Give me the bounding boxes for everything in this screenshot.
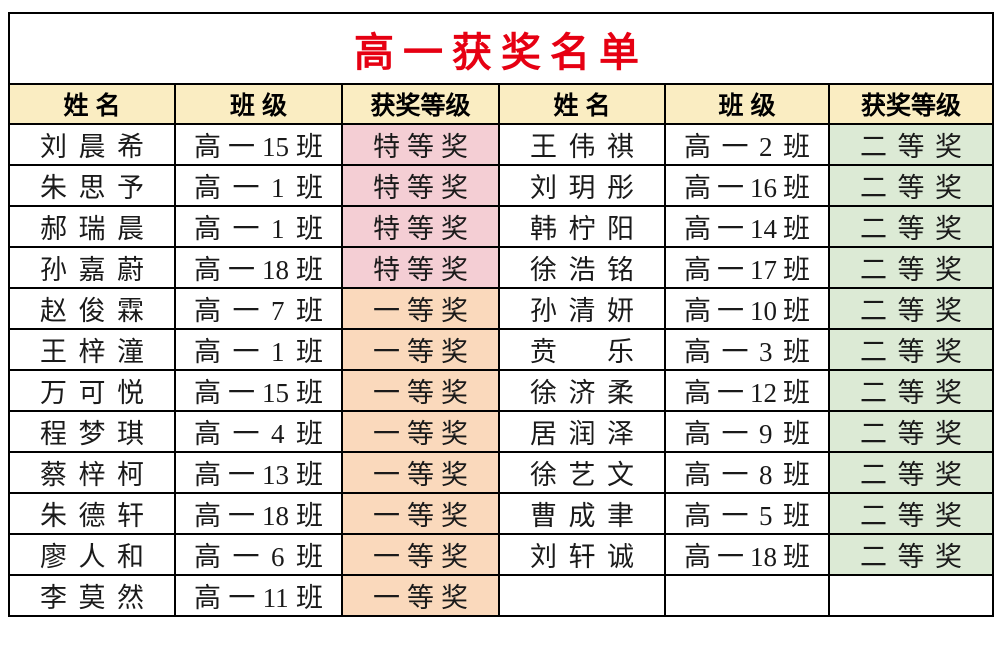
award-cell: 二等奖 — [827, 205, 995, 248]
name-cell: 孙嘉蔚 — [8, 246, 176, 289]
table-row: 蔡梓柯 高一13班 一等奖 徐艺文 高一8班 二等奖 — [8, 451, 995, 494]
award-cell: 二等奖 — [827, 533, 995, 576]
table-row: 朱德轩 高一18班 一等奖 曹成聿 高一5班 二等奖 — [8, 492, 995, 535]
name-cell-empty — [498, 574, 666, 617]
class-cell: 高一3班 — [664, 328, 830, 371]
name-cell: 徐浩铭 — [498, 246, 666, 289]
name-cell: 徐艺文 — [498, 451, 666, 494]
award-cell: 二等奖 — [827, 492, 995, 535]
table-row: 郝瑞晨 高一1班 特等奖 韩柠阳 高一14班 二等奖 — [8, 205, 995, 248]
award-table: 高一获奖名单 姓 名 班 级 获奖等级 姓 名 班 级 获奖等级 刘晨希 高一1… — [7, 12, 995, 617]
name-cell: 刘轩诚 — [498, 533, 666, 576]
class-cell: 高一18班 — [664, 533, 830, 576]
header-award-left: 获奖等级 — [341, 83, 500, 125]
award-cell: 一等奖 — [341, 287, 500, 330]
page-title: 高一获奖名单 — [7, 12, 995, 85]
class-cell-empty — [664, 574, 830, 617]
table-row: 李莫然 高一11班 一等奖 — [8, 574, 995, 617]
name-cell: 刘玥彤 — [498, 164, 666, 207]
class-cell: 高一1班 — [174, 164, 343, 207]
header-name-left: 姓 名 — [8, 83, 176, 125]
award-cell: 特等奖 — [341, 164, 500, 207]
class-cell: 高一6班 — [174, 533, 343, 576]
class-cell: 高一13班 — [174, 451, 343, 494]
class-cell: 高一10班 — [664, 287, 830, 330]
header-row: 姓 名 班 级 获奖等级 姓 名 班 级 获奖等级 — [8, 83, 995, 125]
name-cell: 郝瑞晨 — [8, 205, 176, 248]
award-cell: 一等奖 — [341, 328, 500, 371]
name-cell: 李莫然 — [8, 574, 176, 617]
header-name-right: 姓 名 — [498, 83, 666, 125]
class-cell: 高一7班 — [174, 287, 343, 330]
title-row: 高一获奖名单 — [7, 12, 995, 85]
class-cell: 高一1班 — [174, 328, 343, 371]
table-row: 廖人和 高一6班 一等奖 刘轩诚 高一18班 二等奖 — [8, 533, 995, 576]
class-cell: 高一15班 — [174, 369, 343, 412]
name-cell: 蔡梓柯 — [8, 451, 176, 494]
award-cell: 二等奖 — [827, 369, 995, 412]
class-cell: 高一14班 — [664, 205, 830, 248]
name-cell: 孙清妍 — [498, 287, 666, 330]
name-cell: 韩柠阳 — [498, 205, 666, 248]
class-cell: 高一2班 — [664, 123, 830, 166]
award-cell: 二等奖 — [827, 164, 995, 207]
class-cell: 高一5班 — [664, 492, 830, 535]
award-cell: 二等奖 — [827, 246, 995, 289]
class-cell: 高一18班 — [174, 492, 343, 535]
class-cell: 高一11班 — [174, 574, 343, 617]
award-cell: 二等奖 — [827, 451, 995, 494]
class-cell: 高一15班 — [174, 123, 343, 166]
table-row: 孙嘉蔚 高一18班 特等奖 徐浩铭 高一17班 二等奖 — [8, 246, 995, 289]
award-cell: 二等奖 — [827, 410, 995, 453]
award-cell: 一等奖 — [341, 533, 500, 576]
name-cell: 王梓潼 — [8, 328, 176, 371]
award-cell-empty — [827, 574, 995, 617]
header-award-right: 获奖等级 — [827, 83, 995, 125]
name-cell: 廖人和 — [8, 533, 176, 576]
award-cell: 一等奖 — [341, 410, 500, 453]
name-cell: 徐济柔 — [498, 369, 666, 412]
award-cell: 特等奖 — [341, 205, 500, 248]
table-row: 赵俊霖 高一7班 一等奖 孙清妍 高一10班 二等奖 — [8, 287, 995, 330]
table-row: 朱思予 高一1班 特等奖 刘玥彤 高一16班 二等奖 — [8, 164, 995, 207]
award-cell: 二等奖 — [827, 328, 995, 371]
class-cell: 高一17班 — [664, 246, 830, 289]
award-sheet: 高一获奖名单 姓 名 班 级 获奖等级 姓 名 班 级 获奖等级 刘晨希 高一1… — [7, 12, 995, 617]
award-cell: 一等奖 — [341, 369, 500, 412]
class-cell: 高一18班 — [174, 246, 343, 289]
award-cell: 一等奖 — [341, 574, 500, 617]
class-cell: 高一9班 — [664, 410, 830, 453]
class-cell: 高一16班 — [664, 164, 830, 207]
name-cell: 万可悦 — [8, 369, 176, 412]
class-cell: 高一12班 — [664, 369, 830, 412]
table-row: 王梓潼 高一1班 一等奖 贲 乐 高一3班 二等奖 — [8, 328, 995, 371]
award-cell: 一等奖 — [341, 451, 500, 494]
award-cell: 一等奖 — [341, 492, 500, 535]
name-cell: 朱德轩 — [8, 492, 176, 535]
class-cell: 高一1班 — [174, 205, 343, 248]
class-cell: 高一8班 — [664, 451, 830, 494]
name-cell: 程梦琪 — [8, 410, 176, 453]
table-row: 刘晨希 高一15班 特等奖 王伟祺 高一2班 二等奖 — [8, 123, 995, 166]
table-row: 万可悦 高一15班 一等奖 徐济柔 高一12班 二等奖 — [8, 369, 995, 412]
table-row: 程梦琪 高一4班 一等奖 居润泽 高一9班 二等奖 — [8, 410, 995, 453]
name-cell: 居润泽 — [498, 410, 666, 453]
class-cell: 高一4班 — [174, 410, 343, 453]
name-cell: 曹成聿 — [498, 492, 666, 535]
award-cell: 特等奖 — [341, 123, 500, 166]
name-cell: 贲 乐 — [498, 328, 666, 371]
name-cell: 朱思予 — [8, 164, 176, 207]
name-cell: 刘晨希 — [8, 123, 176, 166]
award-cell: 二等奖 — [827, 287, 995, 330]
header-class-right: 班 级 — [664, 83, 830, 125]
name-cell: 赵俊霖 — [8, 287, 176, 330]
award-cell: 特等奖 — [341, 246, 500, 289]
award-cell: 二等奖 — [827, 123, 995, 166]
name-cell: 王伟祺 — [498, 123, 666, 166]
header-class-left: 班 级 — [174, 83, 343, 125]
